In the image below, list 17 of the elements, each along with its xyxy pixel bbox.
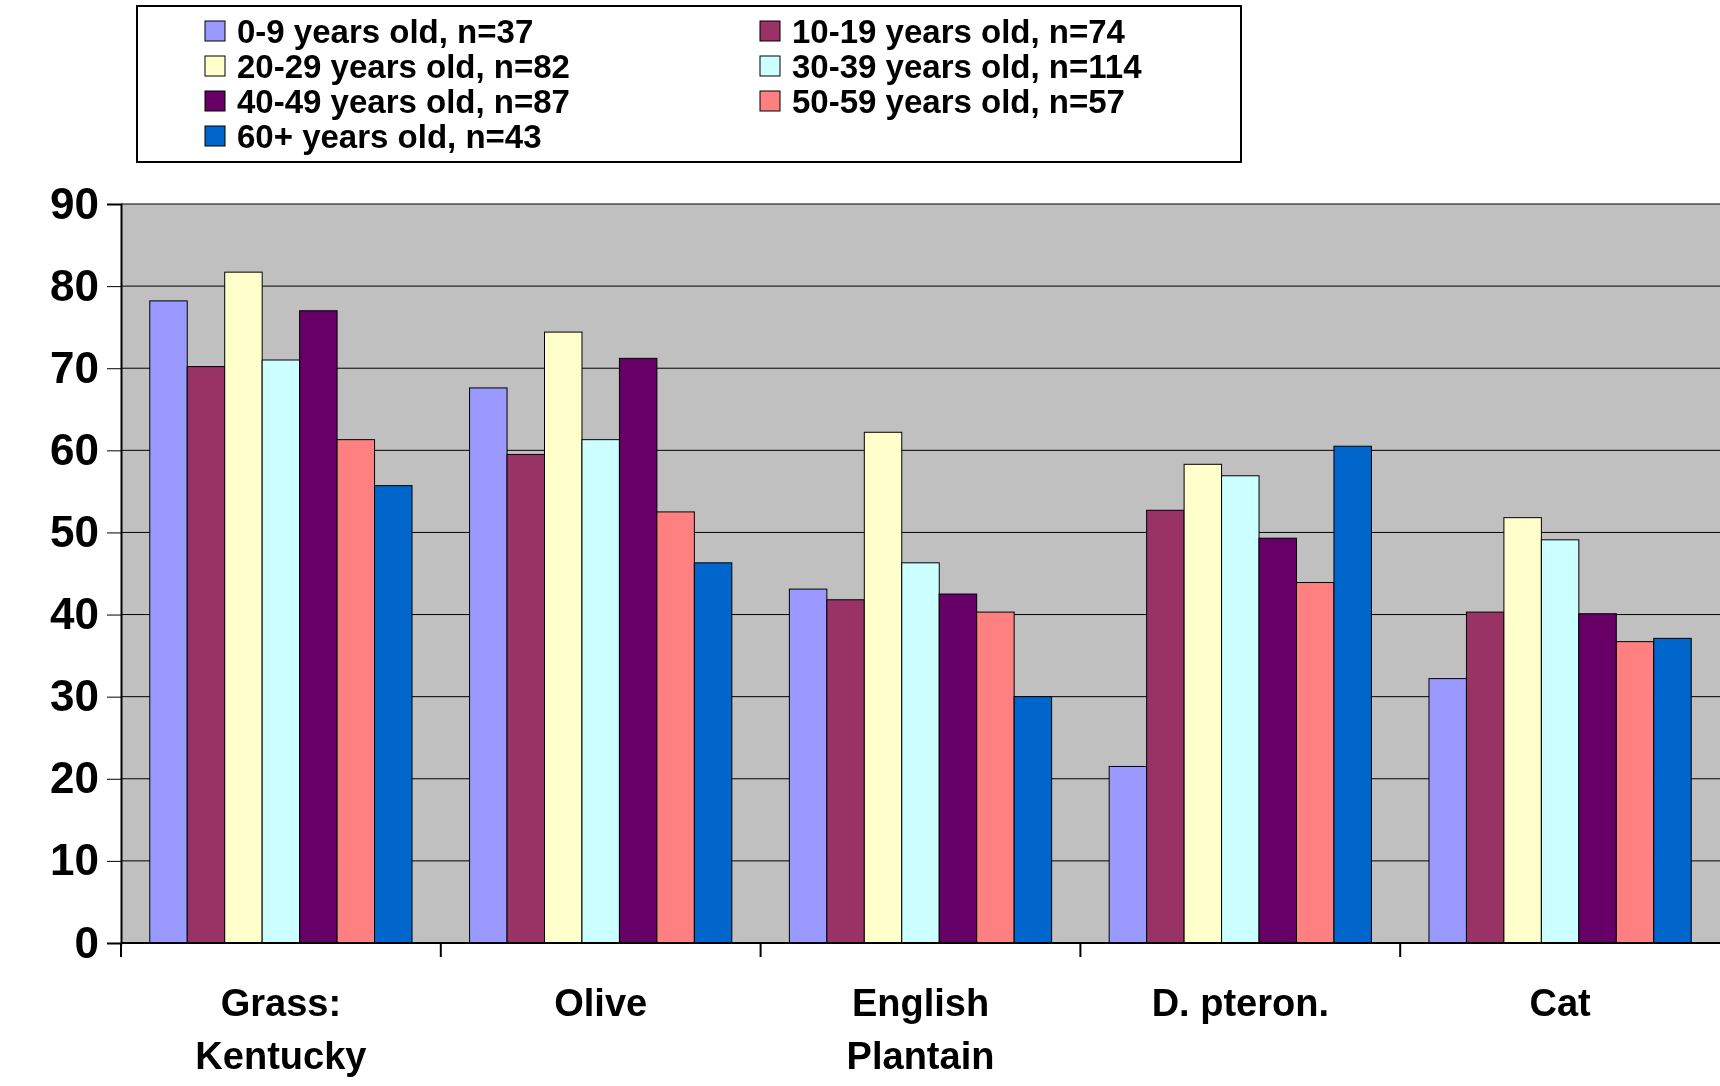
y-tick-label: 10 <box>50 835 99 885</box>
y-tick-label: 30 <box>50 671 99 721</box>
x-tick-label: Olive <box>554 982 648 1024</box>
y-tick-label: 70 <box>50 342 99 392</box>
x-tick-label: Grass: Kentucky <box>195 982 367 1077</box>
y-tick-label: 0 <box>74 917 99 967</box>
y-tick-label: 50 <box>50 507 99 557</box>
y-tick-label: 40 <box>50 589 99 639</box>
x-tick-label: Cat <box>1529 982 1592 1024</box>
x-tick-label: English Plantain <box>846 982 995 1077</box>
legend-label: 0-9 years old, n=37 <box>237 13 534 50</box>
y-tick-label: 90 <box>50 178 99 228</box>
x-tick-label: D. pteron. <box>1151 982 1329 1024</box>
legend-label: 10-19 years old, n=74 <box>792 13 1126 50</box>
y-tick-label: 60 <box>50 424 99 474</box>
y-tick-label: 20 <box>50 753 99 803</box>
y-tick-label: 80 <box>50 260 99 310</box>
